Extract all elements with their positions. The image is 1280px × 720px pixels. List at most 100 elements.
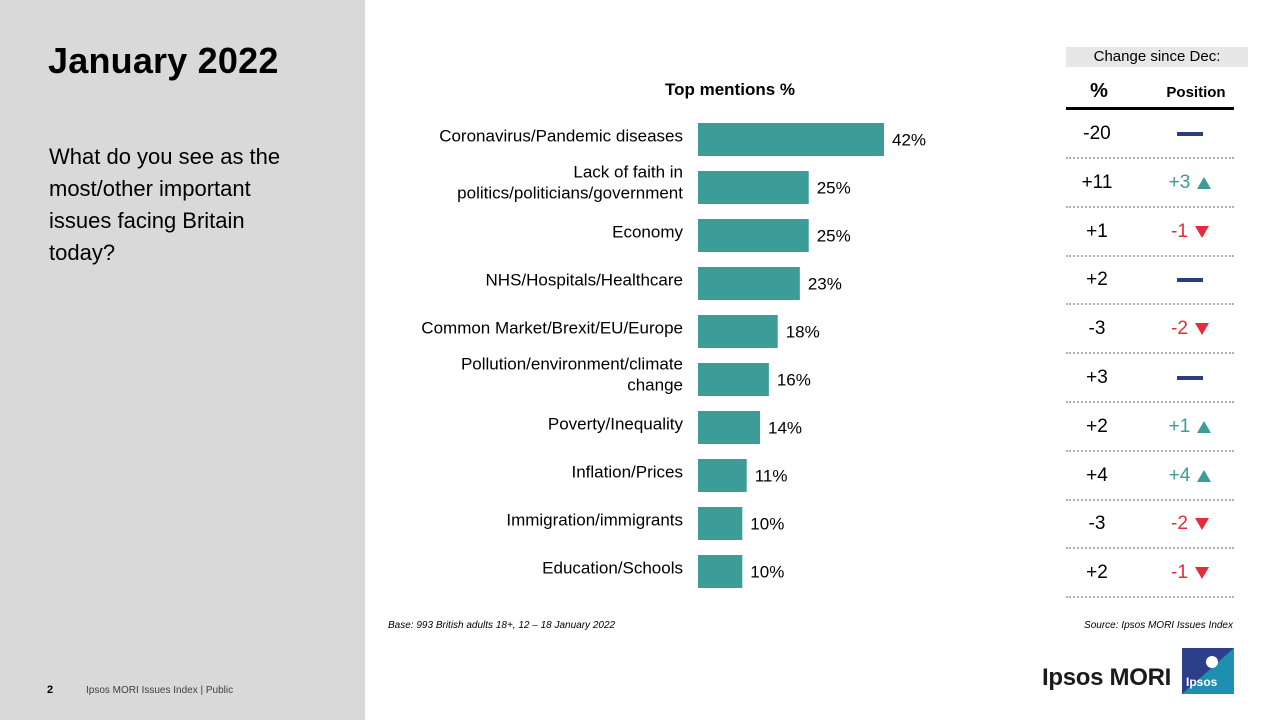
row-divider (1066, 401, 1234, 403)
change-row: -3 -2 (1066, 500, 1234, 550)
ipsos-logo: Ipsos (1182, 648, 1234, 694)
change-row: +2 -1 (1066, 549, 1234, 599)
bar (698, 123, 884, 156)
value-label: 25% (817, 179, 851, 198)
category-label: Coronavirus/Pandemic diseases (439, 127, 683, 146)
position-value: -1 (1171, 562, 1188, 584)
position-value: +4 (1168, 464, 1191, 486)
bar-chart: 42% Coronavirus/Pandemic diseases 25% Lack … (421, 123, 926, 588)
position-change (1146, 354, 1234, 402)
position-change: -1 (1146, 208, 1234, 256)
change-row: +1 -1 (1066, 208, 1234, 257)
value-label: 11% (755, 467, 788, 486)
position-change: +1 (1146, 403, 1234, 451)
percent-change: +11 (1081, 171, 1113, 193)
change-row: +11 +3 (1066, 159, 1234, 208)
column-header-percent: % (1090, 80, 1108, 102)
value-label: 23% (808, 275, 842, 294)
row-divider (1066, 449, 1234, 452)
bar (698, 459, 747, 492)
value-label: 16% (777, 371, 811, 390)
bar (698, 411, 760, 444)
position-change (1146, 256, 1234, 304)
no-change-icon (1177, 278, 1203, 283)
position-change: -1 (1146, 549, 1234, 597)
row-divider (1066, 352, 1234, 355)
left-panel (0, 0, 365, 720)
footer-text: Ipsos MORI Issues Index | Public (86, 685, 234, 696)
row-divider (1066, 498, 1234, 501)
category-label: Poverty/Inequality (548, 415, 684, 434)
slide-title: January 2022 (48, 40, 279, 81)
no-change-icon (1177, 376, 1203, 380)
value-label: 42% (892, 131, 926, 150)
position-change: +4 (1146, 452, 1234, 500)
position-value: -1 (1171, 220, 1188, 242)
percent-change: -3 (1088, 318, 1106, 340)
bar (698, 507, 743, 540)
no-change-icon (1177, 132, 1203, 136)
percent-change: +4 (1086, 464, 1108, 486)
position-value: -2 (1171, 318, 1188, 340)
bar (698, 363, 769, 396)
value-label: 10% (750, 515, 784, 534)
percent-change: +2 (1086, 269, 1108, 291)
percent-change: +3 (1086, 367, 1108, 388)
arrow-down-icon (1194, 567, 1209, 580)
percent-change: +2 (1086, 562, 1108, 584)
arrow-down-icon (1194, 518, 1209, 531)
position-change: -2 (1146, 305, 1234, 353)
column-header-position: Position (1166, 84, 1226, 101)
value-label: 10% (750, 563, 784, 582)
row-divider (1066, 303, 1234, 306)
category-label: Pollution/environment/climate change (461, 355, 683, 395)
header-rule (1066, 107, 1234, 110)
survey-question: What do you see as the most/other import… (49, 144, 281, 265)
row-divider (1066, 547, 1234, 550)
position-value: -2 (1171, 513, 1188, 535)
value-label: 18% (786, 323, 820, 342)
position-value: +3 (1168, 171, 1191, 193)
value-label: 14% (768, 419, 802, 438)
value-label: 25% (817, 227, 851, 246)
category-label: Education/Schools (542, 559, 683, 578)
arrow-up-icon (1197, 176, 1212, 189)
row-divider (1066, 254, 1234, 257)
category-label: Inflation/Prices (572, 463, 684, 482)
row-divider (1066, 205, 1234, 208)
change-row: +2 +1 (1066, 403, 1234, 452)
change-row: +4 +4 (1066, 452, 1234, 501)
chart-title: Top mentions % (664, 80, 795, 99)
row-divider (1066, 596, 1234, 599)
source-note: Source: Ipsos MORI Issues Index (1084, 620, 1233, 631)
percent-change: -20 (1083, 123, 1111, 144)
change-header: Change since Dec: (1066, 47, 1248, 67)
category-label: Common Market/Brexit/EU/Europe (421, 319, 683, 338)
position-value: +1 (1168, 415, 1191, 437)
percent-change: +1 (1086, 220, 1108, 242)
page-number: 2 (47, 684, 54, 696)
position-change (1146, 110, 1234, 158)
category-label: Lack of faith in politics/politicians/gov… (457, 163, 683, 203)
logo-text: Ipsos (1186, 675, 1218, 689)
arrow-down-icon (1194, 323, 1209, 336)
percent-change: +2 (1086, 415, 1108, 437)
bar (698, 219, 809, 252)
change-row: -3 -2 (1066, 305, 1234, 355)
position-change: +3 (1146, 159, 1234, 207)
arrow-down-icon (1194, 225, 1209, 238)
category-label: Economy (612, 223, 683, 242)
category-label: Immigration/immigrants (506, 511, 683, 530)
logo-shape (1182, 648, 1234, 694)
change-row: -20 (1066, 110, 1234, 159)
bar (698, 315, 778, 348)
change-row: +3 (1066, 354, 1234, 403)
category-label: NHS/Hospitals/Healthcare (486, 271, 683, 290)
logo-dot (1206, 656, 1218, 668)
arrow-up-icon (1197, 420, 1212, 433)
bar (698, 171, 809, 204)
brand-wordmark: Ipsos MORI (1042, 664, 1172, 691)
row-divider (1066, 157, 1234, 159)
base-note: Base: 993 British adults 18+, 12 – 18 Ja… (388, 620, 616, 631)
arrow-up-icon (1197, 469, 1212, 482)
